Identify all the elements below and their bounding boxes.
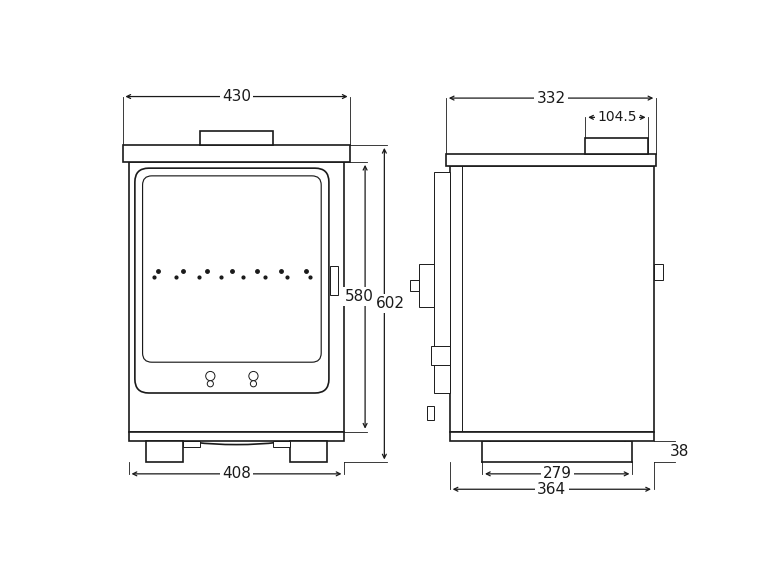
Bar <box>290 441 328 462</box>
Bar <box>122 145 350 162</box>
Circle shape <box>207 380 214 387</box>
Circle shape <box>250 380 257 387</box>
FancyBboxPatch shape <box>143 176 321 362</box>
Bar <box>446 154 656 166</box>
Bar <box>410 280 419 291</box>
Text: 279: 279 <box>543 466 572 481</box>
Text: 602: 602 <box>376 296 405 311</box>
Bar <box>654 264 663 280</box>
Text: 332: 332 <box>537 90 566 106</box>
Bar <box>450 432 654 441</box>
Circle shape <box>206 371 215 380</box>
Text: 364: 364 <box>537 482 566 496</box>
Bar <box>419 264 434 307</box>
Circle shape <box>249 371 258 380</box>
Bar <box>274 441 290 447</box>
Bar <box>434 172 450 393</box>
Bar <box>585 138 648 154</box>
Text: 430: 430 <box>222 89 251 104</box>
Bar <box>431 346 450 365</box>
Bar <box>200 131 273 145</box>
Text: 104.5: 104.5 <box>597 110 636 124</box>
Bar <box>427 406 434 420</box>
Text: 38: 38 <box>669 444 689 459</box>
Bar <box>146 441 183 462</box>
Bar <box>450 166 654 432</box>
Bar <box>331 266 339 295</box>
Bar <box>129 162 344 432</box>
FancyBboxPatch shape <box>135 168 329 393</box>
Text: 580: 580 <box>345 289 374 304</box>
Bar <box>129 432 344 441</box>
Text: 408: 408 <box>222 466 251 481</box>
Bar <box>183 441 200 447</box>
